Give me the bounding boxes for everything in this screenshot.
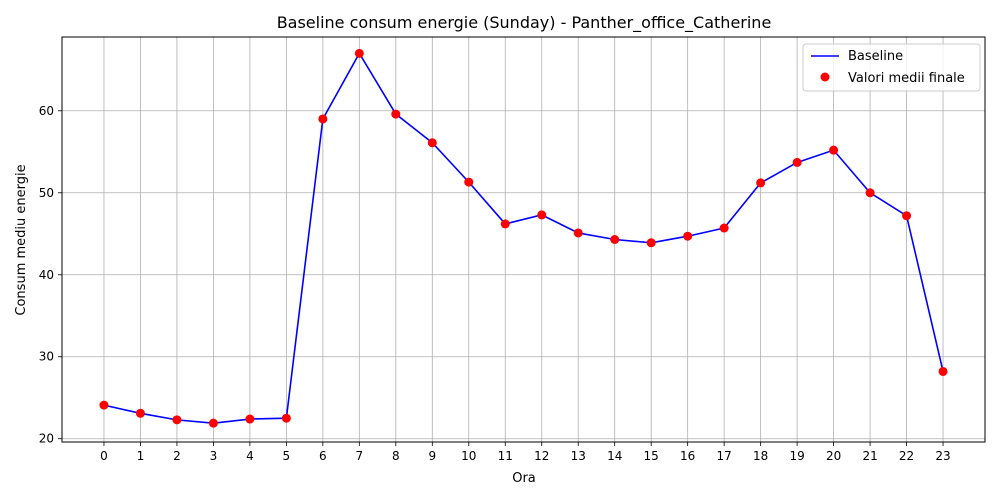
x-tick-label: 11	[498, 449, 513, 463]
series-layer	[99, 48, 948, 428]
data-point	[500, 219, 510, 229]
data-point	[573, 228, 583, 238]
data-point	[208, 418, 218, 428]
data-point	[391, 109, 401, 119]
data-point	[902, 211, 912, 221]
legend-marker-swatch	[820, 72, 830, 82]
data-point	[99, 400, 109, 410]
data-point	[354, 48, 364, 58]
x-tick-label: 12	[534, 449, 549, 463]
gridlines	[62, 37, 985, 442]
x-tick-label: 4	[246, 449, 254, 463]
data-point	[427, 138, 437, 148]
x-tick-label: 15	[644, 449, 659, 463]
x-tick-label: 17	[717, 449, 732, 463]
x-tick-label: 0	[100, 449, 108, 463]
data-point	[135, 408, 145, 418]
x-tick-label: 20	[826, 449, 841, 463]
x-tick-label: 1	[137, 449, 145, 463]
data-point	[865, 188, 875, 198]
x-tick-label: 21	[862, 449, 877, 463]
x-tick-label: 16	[680, 449, 695, 463]
legend: Baseline Valori medii finale	[802, 43, 981, 92]
x-tick-label: 6	[319, 449, 327, 463]
legend-label-valori: Valori medii finale	[848, 71, 965, 86]
x-tick-label: 23	[935, 449, 950, 463]
y-tick-label: 30	[39, 350, 54, 364]
data-point	[281, 413, 291, 423]
data-point	[646, 238, 656, 248]
x-tick-label: 2	[173, 449, 181, 463]
x-tick-label: 18	[753, 449, 768, 463]
x-tick-label: 9	[428, 449, 436, 463]
x-tick-label: 13	[571, 449, 586, 463]
axes-frame	[61, 36, 986, 443]
data-point	[318, 114, 328, 124]
legend-label-baseline: Baseline	[848, 49, 903, 64]
x-tick-label: 10	[461, 449, 476, 463]
x-tick-label: 14	[607, 449, 622, 463]
x-axis-ticks: 0 1 2 3 4 5 6 7 8 9 10 11 12 13 14 15 16 17 18 19 20 21 22 23	[100, 442, 951, 463]
chart-title: Baseline consum energie (Sunday) - Panth…	[277, 13, 772, 33]
y-tick-label: 50	[39, 186, 54, 200]
y-axis-label: Consum mediu energie	[14, 164, 29, 315]
x-tick-label: 3	[210, 449, 218, 463]
data-point	[172, 415, 182, 425]
y-tick-label: 20	[39, 432, 54, 446]
y-tick-label: 40	[39, 268, 54, 282]
legend-box	[802, 43, 981, 92]
y-axis-ticks: 20 30 40 50 60	[39, 104, 62, 446]
data-point	[719, 223, 729, 233]
x-axis-label: Ora	[512, 471, 536, 486]
data-point	[938, 366, 948, 376]
data-point	[610, 235, 620, 244]
x-tick-label: 5	[283, 449, 291, 463]
data-point	[464, 177, 474, 187]
data-point	[756, 178, 766, 188]
x-tick-label: 22	[899, 449, 914, 463]
data-point	[245, 414, 255, 424]
y-tick-label: 60	[39, 104, 54, 118]
data-point	[537, 210, 547, 220]
data-point	[829, 145, 839, 155]
data-point	[683, 231, 693, 241]
x-tick-label: 19	[789, 449, 804, 463]
x-tick-label: 7	[356, 449, 364, 463]
data-point	[792, 157, 802, 167]
x-tick-label: 8	[392, 449, 400, 463]
series-line-baseline	[103, 51, 944, 424]
